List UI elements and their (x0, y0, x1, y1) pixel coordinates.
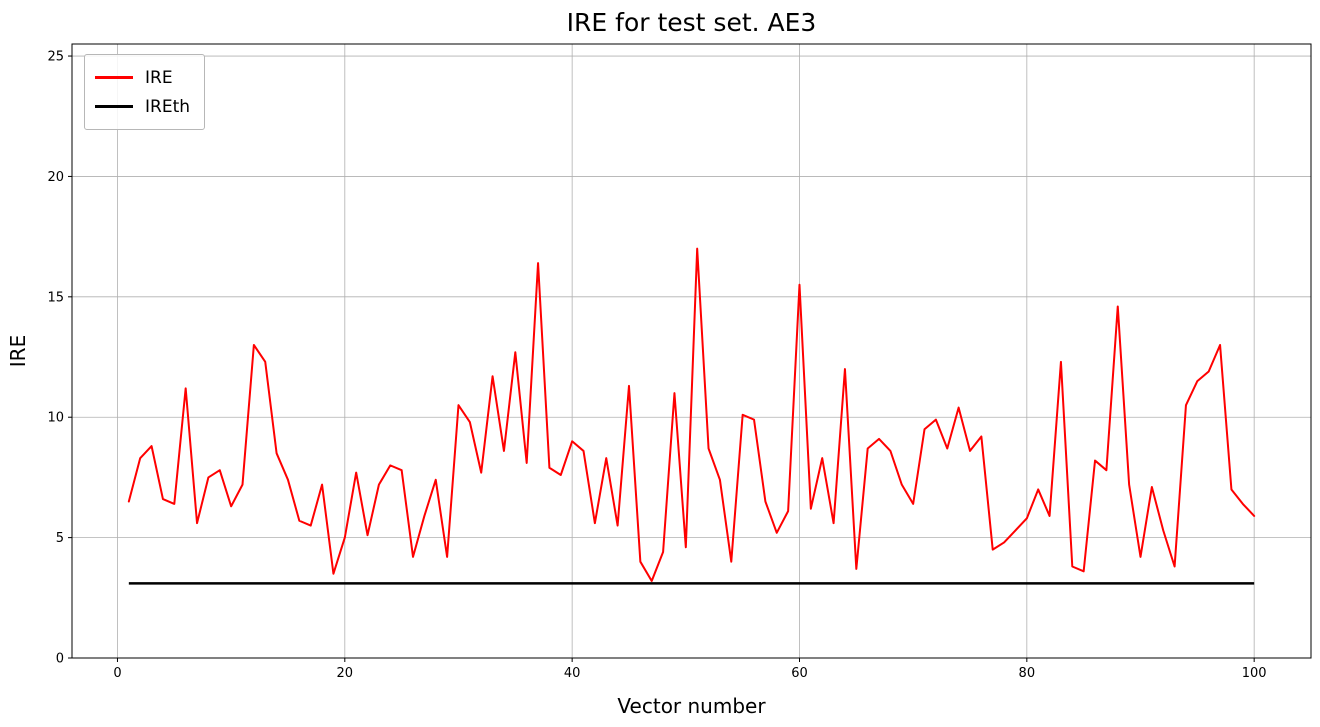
x-axis-label: Vector number (617, 694, 766, 718)
series-line-ire (127, 247, 1256, 582)
legend-item-ireth: IREth (95, 92, 190, 121)
axes-frame (71, 43, 1312, 659)
legend-item-ire: IRE (95, 63, 190, 92)
legend-label-ireth: IREth (145, 96, 191, 117)
x-tick-label: 40 (564, 666, 581, 681)
x-tick-label: 100 (1242, 666, 1267, 681)
legend: IRE IREth (84, 54, 206, 130)
legend-label-ire: IRE (145, 67, 173, 88)
tick-labels: 0 20 40 60 80 100 0 5 10 15 20 25 (47, 50, 1266, 681)
y-axis-label: IRE (6, 334, 30, 368)
x-tick-label: 0 (113, 666, 121, 681)
y-tick-label: 20 (47, 170, 64, 185)
chart-title: IRE for test set. AE3 (566, 8, 817, 37)
ireth-line-swatch (95, 105, 133, 108)
tick-marks (68, 55, 1255, 662)
y-tick-label: 5 (56, 531, 64, 546)
y-tick-label: 0 (56, 652, 64, 667)
ire-line-swatch (95, 76, 133, 79)
x-tick-label: 60 (791, 666, 808, 681)
y-tick-label: 10 (47, 411, 64, 426)
y-tick-label: 25 (47, 50, 64, 65)
y-tick-label: 15 (47, 290, 64, 305)
x-tick-label: 20 (337, 666, 354, 681)
x-tick-label: 80 (1019, 666, 1036, 681)
